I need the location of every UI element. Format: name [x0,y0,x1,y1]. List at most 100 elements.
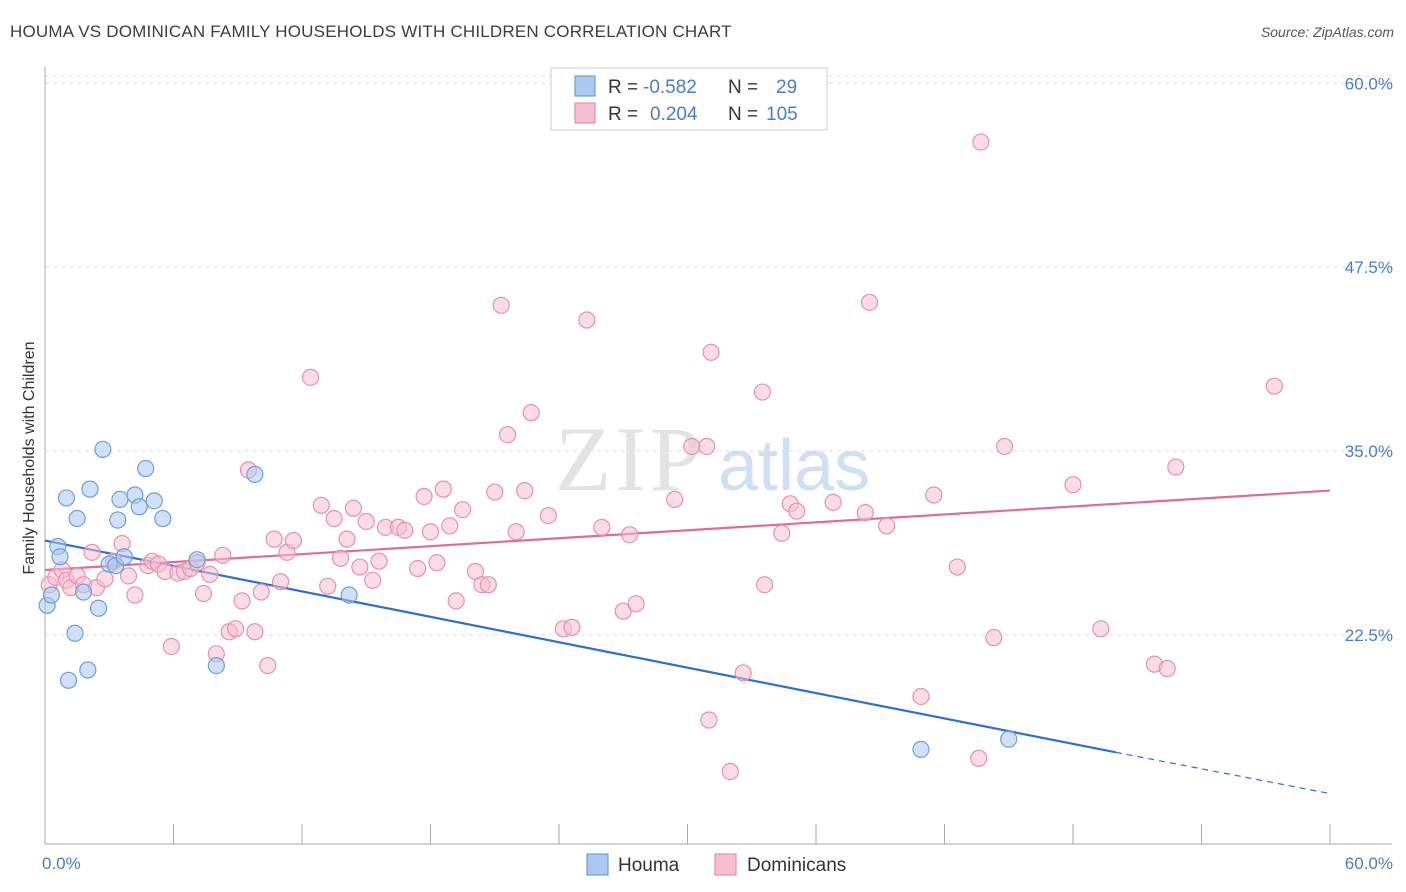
dominicans-point-67 [516,481,534,500]
y-tick-label-1: 35.0% [1345,442,1393,461]
dominicans-point-48 [370,552,388,570]
dominicans-point-81 [700,711,718,729]
data-points [38,133,1283,781]
dominicans-point-73 [593,518,611,536]
dominicans-point-78 [683,437,701,456]
dominicans-point-66 [507,523,525,541]
bottom-legend-houma-swatch [586,853,609,876]
houma-trend-line [44,539,1117,754]
dominicans-point-41 [325,509,343,528]
bottom-legend-dominicans-swatch [714,853,737,876]
legend-dom-r-value: 0.204 [650,104,698,125]
dominicans-point-101 [1092,620,1110,638]
dominicans-point-53 [415,487,433,506]
dominicans-point-65 [499,426,517,444]
dominicans-point-52 [409,559,427,578]
bottom-legend-dominicans-label: Dominicans [747,855,846,876]
y-tick-label-3: 60.0% [1345,74,1393,93]
axes [44,67,1392,845]
dominicans-point-82 [721,762,739,781]
dominicans-point-42 [331,549,350,567]
dominicans-point-92 [878,517,896,535]
x-tick-labels: 0.0% 60.0% [42,854,1393,873]
dominicans-point-85 [755,576,774,594]
dominicans-point-40 [319,577,337,595]
houma-point-12 [94,440,112,459]
x-tick-label-0: 0.0% [42,854,81,873]
dominicans-point-39 [312,496,330,514]
dominicans-point-75 [627,595,645,613]
dominicans-point-72 [578,311,596,329]
houma-point-17 [115,548,133,566]
dominicans-point-24 [201,565,219,584]
dominicans-point-18 [162,637,180,656]
dominicans-point-84 [753,383,772,401]
houma-point-22 [154,509,172,528]
dominicans-point-62 [479,576,497,594]
dominicans-point-13 [126,586,144,604]
houma-point-6 [66,624,84,642]
houma-point-15 [109,511,127,529]
y-axis-label: Family Households with Children [21,342,38,575]
dominicans-point-77 [666,490,684,509]
dominicans-point-103 [1158,659,1176,678]
houma-point-25 [246,465,264,484]
dominicans-point-28 [227,620,245,638]
legend-houma-r-value: -0.582 [643,77,697,98]
dominicans-point-57 [441,517,459,535]
dominicans-point-80 [702,343,720,361]
legend-houma-r-label: R = [608,77,638,98]
dominicans-point-86 [773,524,791,542]
legend-dominicans-swatch [574,102,596,124]
houma-point-4 [57,489,76,507]
dominicans-point-12 [119,567,138,585]
dominicans-point-45 [351,558,369,576]
dominicans-point-97 [970,749,988,767]
houma-point-24 [207,656,225,675]
y-tick-label-2: 47.5% [1345,258,1393,277]
dominicans-point-23 [194,584,213,603]
dominicans-point-7 [83,543,101,561]
dominicans-point-88 [788,502,806,520]
dominicans-point-56 [434,480,452,498]
legend-dom-r-label: R = [608,104,638,125]
dominicans-point-96 [972,133,990,151]
watermark-atlas: atlas [718,426,870,506]
houma-point-10 [81,480,99,498]
dominicans-point-33 [259,656,277,675]
dominicans-point-98 [985,629,1003,647]
dominicans-point-93 [912,687,930,706]
legend-houma-n-value: 29 [776,77,797,98]
dominicans-point-26 [214,546,232,564]
bottom-legend-houma-label: Houma [618,855,680,876]
dominicans-point-104 [1167,458,1185,476]
houma-point-9 [79,661,97,679]
houma-point-8 [74,583,93,601]
dominicans-point-63 [486,483,504,501]
houma-point-26 [340,586,358,604]
houma-point-28 [1000,730,1018,748]
dominicans-point-94 [925,486,943,504]
legend-dom-n-value: 105 [766,104,798,125]
dominicans-point-37 [284,531,303,550]
houma-point-20 [137,459,155,478]
houma-point-16 [111,490,129,509]
dominicans-point-31 [246,623,264,641]
dominicans-point-89 [824,493,842,511]
dominicans-point-100 [1064,476,1082,494]
bottom-legend: Houma Dominicans [586,853,846,876]
houma-trend-extension [1115,751,1331,795]
y-tick-labels: 22.5% 35.0% 47.5% 60.0% [1345,74,1393,644]
legend-houma-swatch [574,75,596,97]
dominicans-point-79 [698,437,716,456]
dominicans-point-29 [233,592,251,610]
dominicans-point-59 [454,501,472,519]
dominicans-point-38 [301,368,320,386]
dominicans-point-99 [995,437,1014,456]
houma-point-11 [89,599,108,617]
source-label: Source: ZipAtlas.com [1260,24,1394,40]
dominicans-point-83 [734,664,752,682]
dominicans-point-32 [252,583,270,601]
houma-point-7 [68,509,86,528]
